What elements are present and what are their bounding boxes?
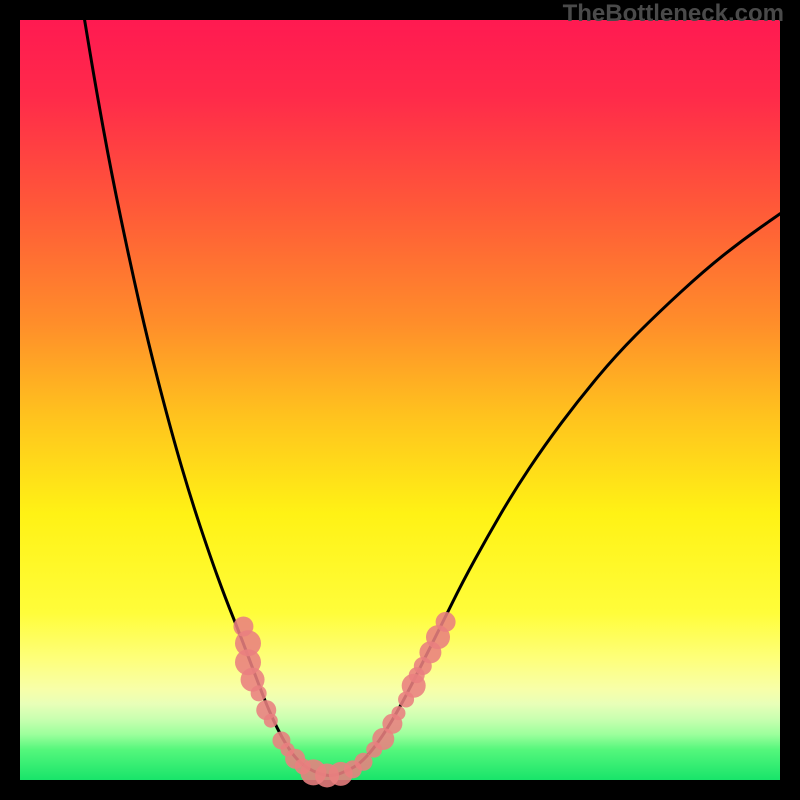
watermark-text: TheBottleneck.com xyxy=(563,0,784,28)
chart-svg xyxy=(0,0,800,800)
chart-frame: TheBottleneck.com xyxy=(0,0,800,800)
